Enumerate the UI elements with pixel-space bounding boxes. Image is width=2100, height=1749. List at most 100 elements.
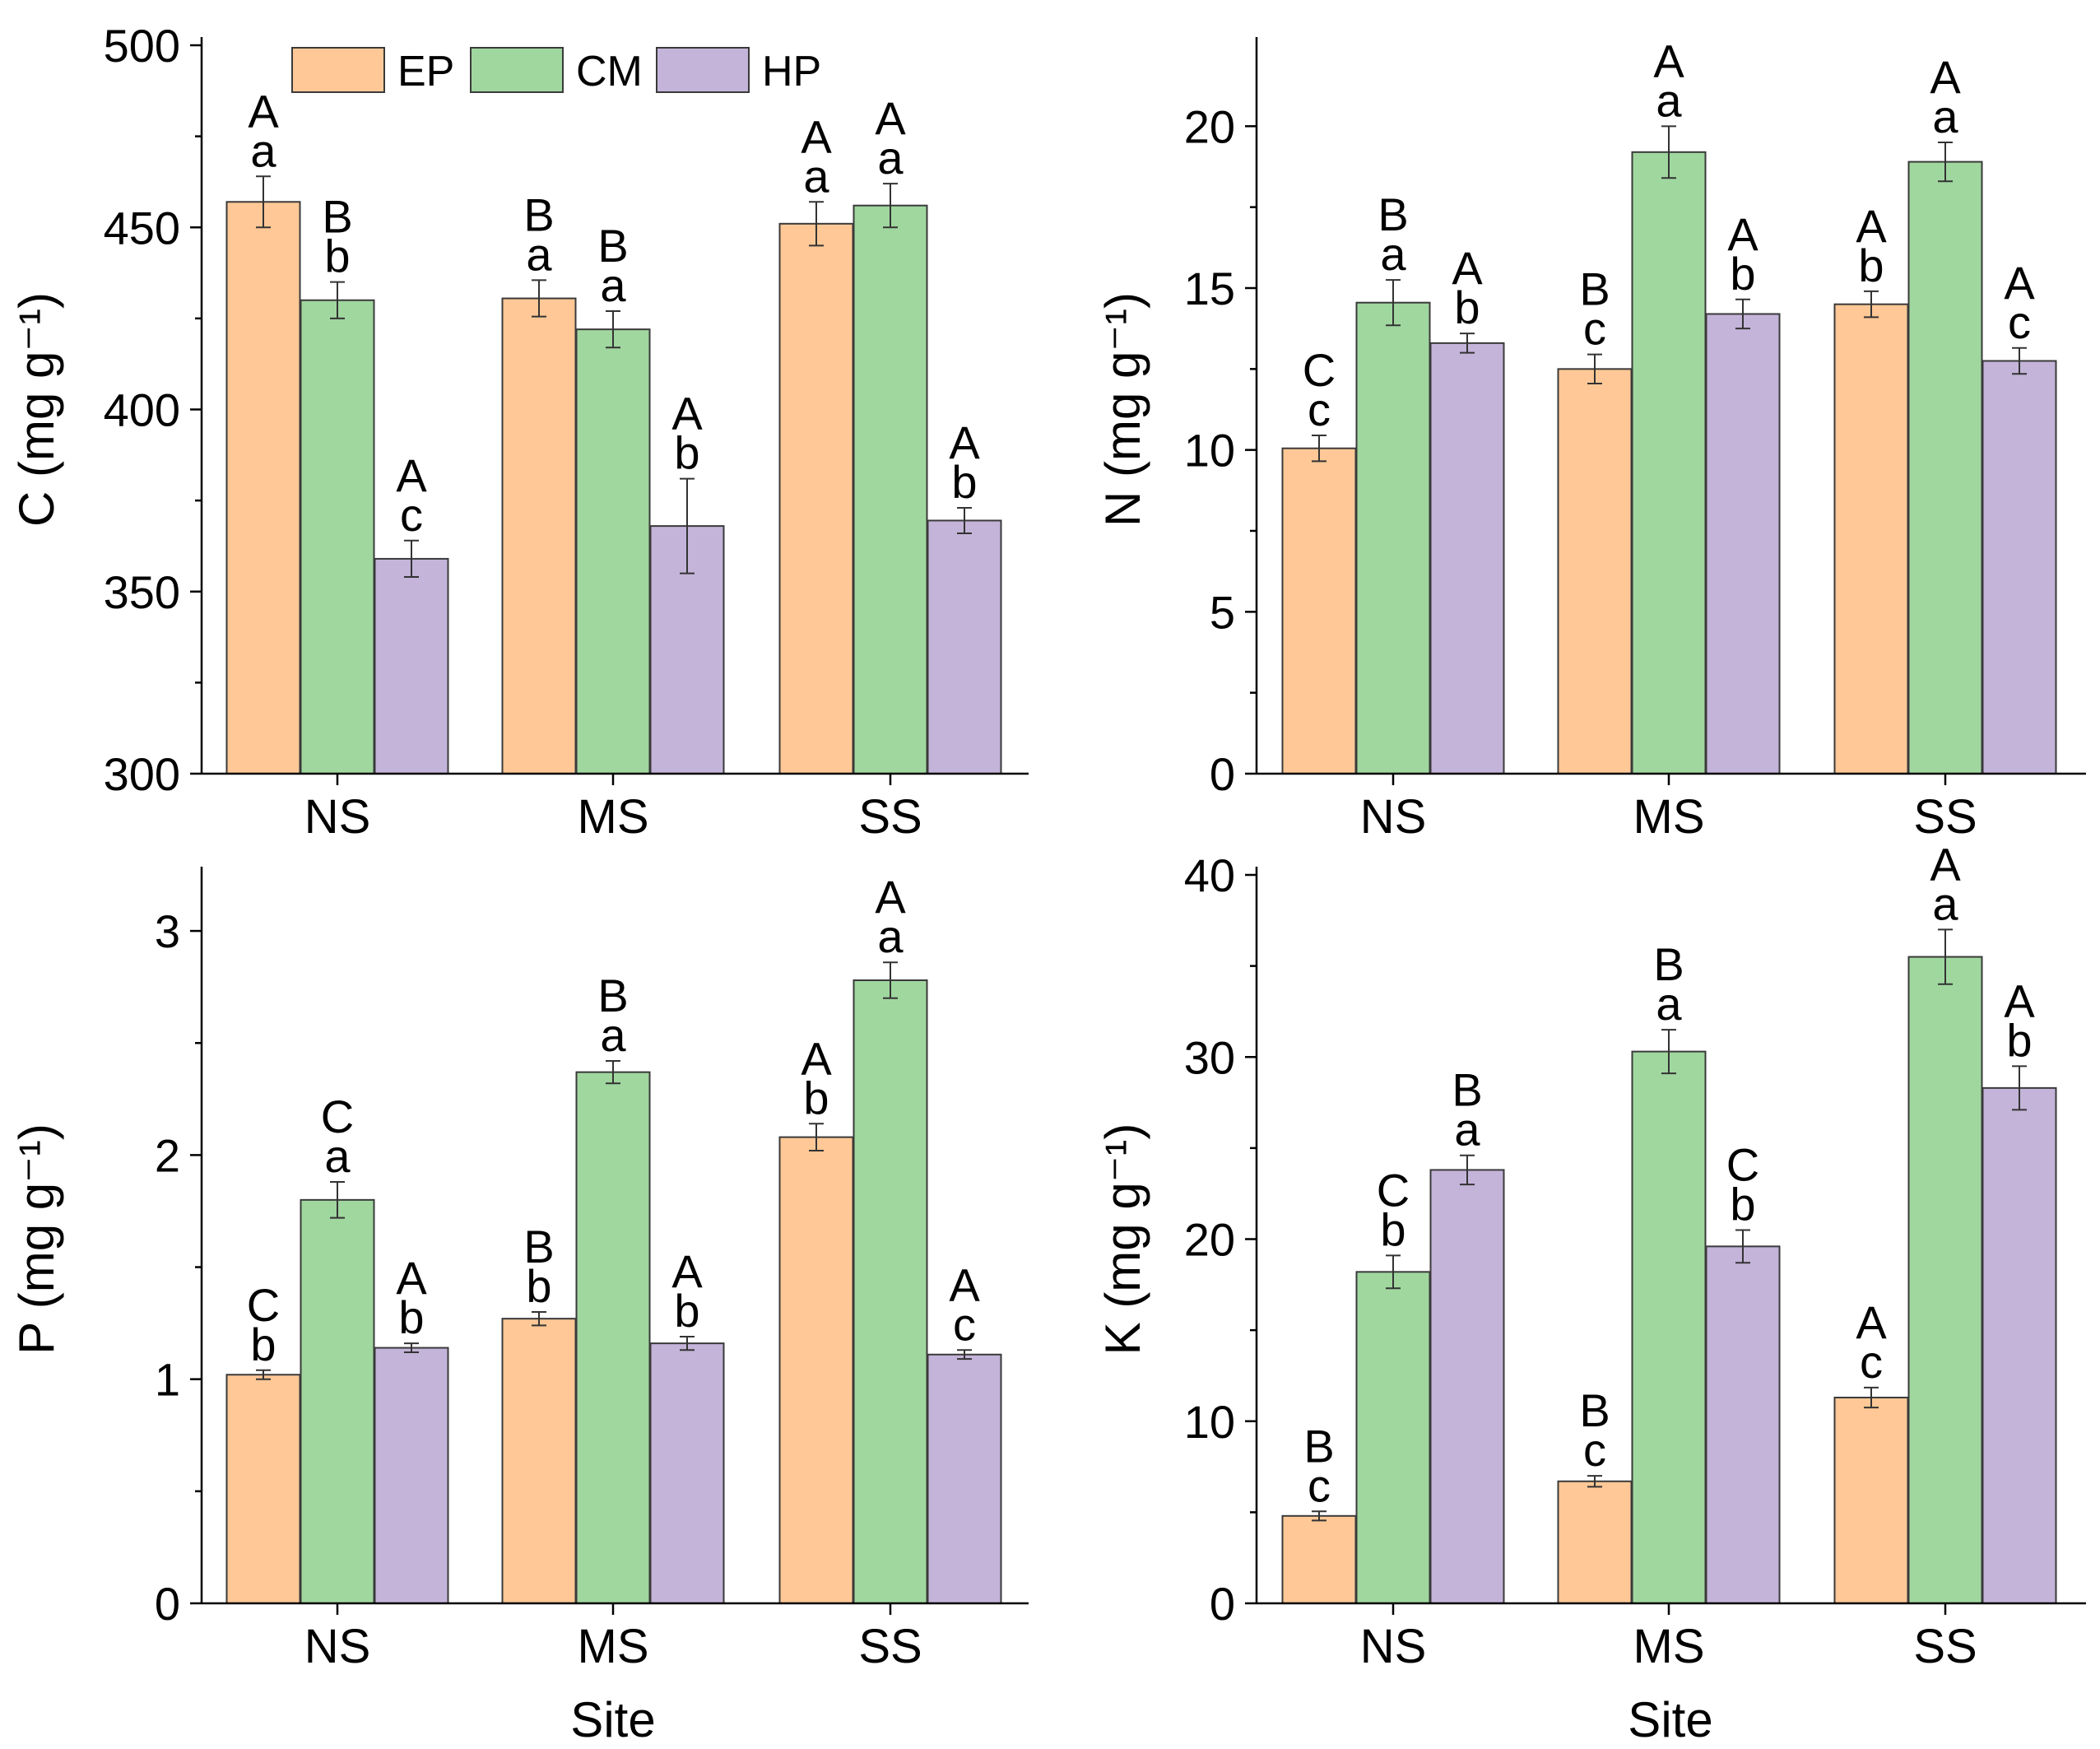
sig-letter-upper: C (1303, 344, 1336, 396)
sig-letter-upper: A (1653, 35, 1684, 86)
y-tick-label: 300 (104, 748, 180, 800)
sig-letter-upper: B (597, 220, 628, 272)
sig-letter-lower: c (1583, 303, 1606, 355)
sig-letter-upper: A (949, 1258, 980, 1310)
x-tick-label-MS: MS (578, 1620, 649, 1673)
x-tick-label-SS: SS (1913, 1620, 1977, 1673)
y-axis-title: K (mg g⁻¹) (1095, 1123, 1150, 1356)
bar-EP-NS (1281, 1514, 1357, 1605)
bar-EP-MS (501, 1318, 577, 1604)
sig-letter-upper: C (1726, 1138, 1759, 1190)
sig-letter-upper: A (1856, 200, 1887, 252)
sig-letter-upper: A (671, 1245, 703, 1297)
sig-letter-lower: a (1932, 91, 1958, 142)
bar-HP-MS (649, 1342, 725, 1604)
bar-HP-SS (1982, 360, 2057, 774)
y-tick-label: 10 (1184, 425, 1235, 477)
sig-letter-lower: c (1308, 1459, 1331, 1511)
x-tick-label-SS: SS (858, 1620, 922, 1673)
y-tick-label: 20 (1184, 100, 1235, 152)
bar-CM-MS (575, 1071, 651, 1604)
y-tick-label: 400 (104, 384, 180, 436)
sig-letter-lower: a (1656, 74, 1682, 126)
bar-HP-SS (927, 1353, 1002, 1604)
y-tick-label: 0 (1210, 748, 1235, 800)
y-tick-label: 500 (104, 20, 180, 72)
legend: EP CM HP (291, 47, 821, 95)
sig-letter-lower: b (2006, 1014, 2032, 1066)
sig-letter-upper: B (1303, 1420, 1334, 1472)
legend-label-HP: HP (762, 48, 821, 95)
y-axis-title: P (mg g⁻¹) (9, 1123, 64, 1355)
y-tick-label: 15 (1184, 263, 1235, 314)
bar-EP-SS (778, 1136, 854, 1604)
y-tick-label: 0 (1210, 1578, 1235, 1630)
sig-letter-lower: b (526, 1260, 551, 1312)
x-tick-label-NS: NS (1360, 790, 1427, 844)
sig-letter-lower: a (1932, 877, 1958, 929)
sig-letter-lower: b (1858, 240, 1884, 291)
bar-CM-MS (1631, 151, 1707, 775)
sig-letter-upper: A (1452, 242, 1483, 294)
bar-EP-MS (1557, 1480, 1633, 1604)
sig-letter-upper: A (875, 871, 906, 923)
sig-letter-upper: A (671, 388, 703, 440)
y-tick-label: 20 (1184, 1214, 1235, 1266)
sig-letter-lower: b (951, 456, 977, 508)
sig-letter-upper: A (1930, 838, 1961, 890)
sig-letter-lower: c (953, 1298, 976, 1350)
y-tick-label: 30 (1184, 1031, 1235, 1083)
sig-letter-lower: a (877, 910, 904, 962)
legend-label-EP: EP (397, 48, 454, 95)
sig-letter-lower: b (1730, 1178, 1755, 1230)
x-tick-label-SS: SS (1913, 790, 1977, 844)
bar-EP-MS (501, 297, 577, 775)
sig-letter-lower: c (2008, 296, 2031, 348)
legend-swatch-HP (656, 47, 750, 93)
sig-letter-upper: C (1377, 1164, 1410, 1216)
sig-letter-upper: A (949, 416, 980, 468)
sig-letter-lower: b (674, 1285, 699, 1337)
sig-letter-lower: a (526, 228, 552, 280)
sig-letter-lower: b (398, 1291, 424, 1343)
sig-letter-upper: A (875, 92, 906, 144)
bar-CM-SS (1907, 160, 1983, 775)
y-tick-label: 5 (1210, 586, 1235, 638)
bar-HP-NS (374, 1347, 449, 1604)
y-tick-label: 40 (1184, 849, 1235, 901)
y-axis-title: C (mg g⁻¹) (9, 292, 64, 527)
bar-CM-NS (1355, 1271, 1431, 1604)
x-axis-title-left: Site (570, 1692, 655, 1747)
sig-letter-upper: B (322, 191, 352, 243)
sig-letter-lower: b (250, 1319, 276, 1370)
x-tick-label-NS: NS (304, 790, 371, 844)
bar-HP-NS (1429, 1169, 1505, 1605)
bar-EP-NS (225, 201, 301, 774)
sig-letter-upper: A (801, 110, 832, 162)
sig-letter-upper: A (248, 85, 279, 137)
sig-letter-upper: A (801, 1032, 832, 1084)
sig-letter-upper: B (523, 188, 554, 240)
y-tick-label: 3 (155, 905, 180, 957)
bar-CM-MS (1631, 1050, 1707, 1605)
y-tick-label: 2 (155, 1129, 180, 1181)
sig-letter-upper: A (396, 1252, 427, 1304)
sig-letter-upper: A (1930, 51, 1961, 103)
sig-letter-upper: B (1653, 938, 1684, 990)
bar-EP-NS (1281, 447, 1357, 774)
sig-letter-lower: a (803, 150, 829, 202)
sig-letter-upper: C (247, 1279, 280, 1331)
sig-letter-upper: A (2004, 975, 2035, 1026)
sig-letter-lower: b (1380, 1203, 1405, 1255)
legend-swatch-CM (470, 47, 564, 93)
bar-HP-SS (927, 519, 1002, 775)
x-tick-label-NS: NS (304, 1620, 371, 1673)
sig-letter-lower: c (1308, 384, 1331, 435)
sig-letter-upper: B (1378, 188, 1408, 240)
bar-EP-SS (778, 222, 854, 774)
sig-letter-upper: A (396, 449, 427, 501)
